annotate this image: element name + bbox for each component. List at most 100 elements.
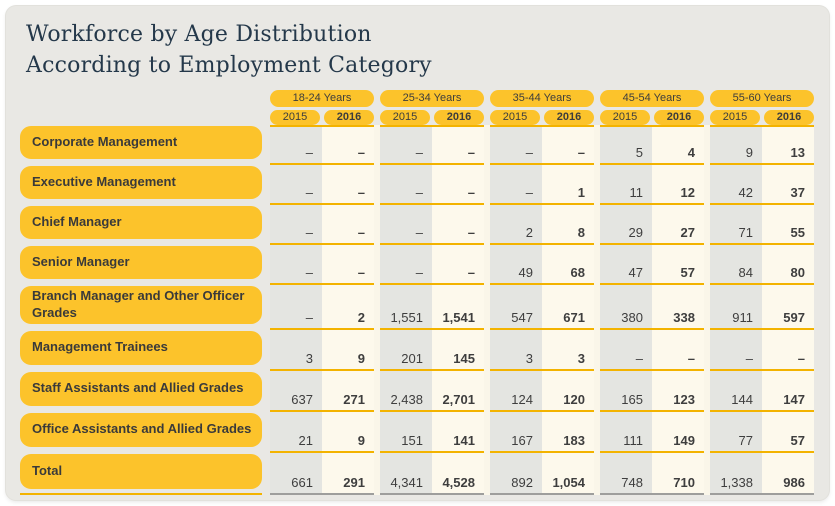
data-cell: 120: [563, 391, 585, 407]
row-label-cell: Chief Manager: [20, 205, 262, 245]
row-label-pill: Senior Manager: [20, 245, 262, 279]
cell-group: 2,438 2,701: [380, 370, 484, 412]
cell-group: – –: [380, 164, 484, 205]
data-cell: –: [357, 184, 365, 200]
year-pill: 2015: [600, 109, 650, 125]
cell-group: – –: [270, 164, 374, 205]
data-cell: –: [467, 224, 475, 240]
row-cells: 661 291 4,341 4,528 892 1,054 748 710 1,338 986: [270, 452, 814, 495]
table-row: Executive Management – – – – –1 11 12 42 37: [20, 164, 815, 205]
data-cell: 3: [577, 350, 585, 366]
year-pill: 2016: [434, 109, 484, 125]
data-cell: 183: [563, 432, 585, 448]
row-label-cell: Corporate Management: [20, 125, 262, 165]
row-cells: –2 1,551 1,541 547 671 380 338 911 597: [270, 284, 814, 330]
table-row: Senior Manager – – – –49 68 47 57 84 80: [20, 244, 815, 285]
data-cell: 12: [680, 184, 695, 200]
age-group-header: 35-44 Years 2015 2016: [490, 89, 594, 125]
data-cell: 2: [357, 309, 365, 325]
cell-group: 29 27: [600, 204, 704, 245]
data-cell: 5: [600, 126, 652, 163]
cell-group: 144 147: [710, 370, 814, 412]
cell-group: 201 145: [380, 329, 484, 371]
cell-group: 47 57: [600, 244, 704, 285]
data-cell: 3: [270, 329, 322, 369]
data-cell: –: [380, 126, 432, 163]
data-cell: 4: [687, 144, 695, 160]
cell-group: 380 338: [600, 284, 704, 330]
cell-group: 9 13: [710, 124, 814, 165]
data-cell: 2,438: [380, 370, 432, 410]
data-cell: 37: [790, 184, 805, 200]
cell-group: 748 710: [600, 452, 704, 495]
data-cell: 338: [673, 309, 695, 325]
data-cell: 13: [790, 144, 805, 160]
data-cell: 144: [710, 370, 762, 410]
cell-group: 49 68: [490, 244, 594, 285]
cell-group: 111 149: [600, 411, 704, 453]
year-pill: 2016: [654, 109, 704, 125]
data-cell: 49: [490, 244, 542, 283]
age-group-header: 25-34 Years 2015 2016: [380, 89, 484, 125]
cell-group: 77 57: [710, 411, 814, 453]
data-cell: –: [270, 284, 322, 328]
page-title-line-1: Workforce by Age Distribution: [26, 22, 372, 47]
data-cell: –: [380, 164, 432, 203]
year-pills: 2015 2016: [380, 109, 484, 125]
cell-group: 661 291: [270, 452, 374, 495]
year-pill: 2016: [764, 109, 814, 125]
data-cell: 11: [600, 164, 652, 203]
data-cell: 124: [490, 370, 542, 410]
data-cell: –: [357, 264, 365, 280]
row-label-pill: Staff Assistants and Allied Grades: [20, 371, 262, 406]
header-label-spacer: [20, 90, 270, 125]
age-group-header: 55-60 Years 2015 2016: [710, 89, 814, 125]
cell-group: – –: [600, 329, 704, 371]
cell-group: 21 9: [270, 411, 374, 453]
data-cell: –: [357, 144, 365, 160]
data-cell: 77: [710, 411, 762, 451]
row-label-cell: Management Trainees: [20, 330, 262, 371]
row-label-cell: Executive Management: [20, 165, 262, 205]
data-cell: –: [490, 164, 542, 203]
table-row: Office Assistants and Allied Grades 21 9 15…: [20, 411, 815, 453]
row-label-cell: Total: [20, 453, 262, 495]
data-cell: –: [687, 350, 695, 366]
data-cell: 84: [710, 244, 762, 283]
data-cell: 710: [673, 474, 695, 490]
cell-group: 42 37: [710, 164, 814, 205]
data-cell: 201: [380, 329, 432, 369]
data-cell: –: [710, 329, 762, 369]
data-cell: –: [270, 164, 322, 203]
data-cell: –: [467, 184, 475, 200]
row-label-cell: Office Assistants and Allied Grades: [20, 412, 262, 453]
data-cell: 2,701: [442, 391, 475, 407]
table-row: Staff Assistants and Allied Grades 637 271…: [20, 370, 815, 412]
age-group-pill: 18-24 Years: [270, 89, 374, 107]
table-row: Management Trainees 3 9 201 145 3 3– – – –: [20, 329, 815, 371]
data-cell: 21: [270, 411, 322, 451]
row-label-pill: Corporate Management: [20, 125, 262, 159]
cell-group: 4,341 4,528: [380, 452, 484, 495]
cell-group: – –: [380, 244, 484, 285]
cell-group: 1,338 986: [710, 452, 814, 495]
data-cell: –: [270, 204, 322, 243]
data-cell: –: [577, 144, 585, 160]
data-cell: 123: [673, 391, 695, 407]
data-cell: 547: [490, 284, 542, 328]
table-row: Chief Manager – – – –2 8 29 27 71 55: [20, 204, 815, 245]
cell-group: – –: [380, 204, 484, 245]
data-cell: 29: [600, 204, 652, 243]
cell-group: –2: [270, 284, 374, 330]
data-cell: 637: [270, 370, 322, 410]
data-cell: 165: [600, 370, 652, 410]
data-cell: 71: [710, 204, 762, 243]
cell-group: – –: [270, 244, 374, 285]
data-cell: –: [467, 264, 475, 280]
data-cell: 4,341: [380, 452, 432, 493]
row-label-cell: Staff Assistants and Allied Grades: [20, 371, 262, 412]
year-pills: 2015 2016: [490, 109, 594, 125]
